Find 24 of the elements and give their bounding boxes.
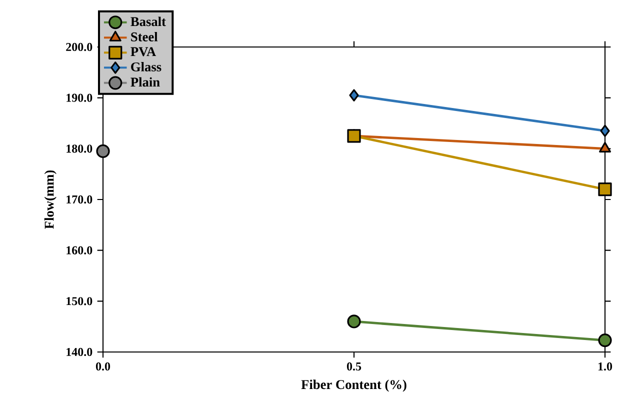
legend-label: Basalt [130,16,166,26]
legend-label: Plain [130,77,160,87]
legend-label: Steel [131,32,158,42]
y-tick-label: 180.0 [66,144,92,153]
x-axis-title: Fiber Content (%) [301,380,406,392]
x-tick-label: 1.0 [598,362,612,371]
point [96,144,110,158]
point [600,124,610,137]
y-tick-label: 140.0 [66,348,92,356]
y-axis-title: Flow(mm) [44,170,56,229]
legend-label: PVA [130,47,156,56]
y-tick-label: 150.0 [66,297,92,306]
point [598,333,612,348]
point [349,89,359,102]
point [347,314,361,328]
y-tick-label: 170.0 [66,195,92,204]
y-tick-label: 160.0 [66,246,92,254]
x-tick-label: 0.0 [96,362,110,371]
y-tick-label: 200.0 [66,42,92,52]
x-tick-label: 0.5 [346,362,362,371]
point [347,129,361,143]
y-tick-label: 190.0 [66,94,92,102]
point [598,182,612,196]
legend-label: Glass [131,62,162,72]
